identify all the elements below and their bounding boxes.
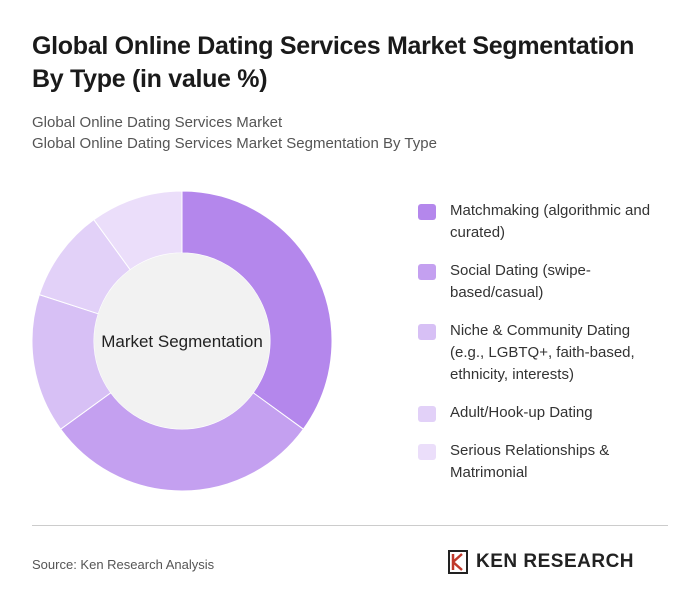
legend-swatch [418,264,436,280]
source: Source: Ken Research Analysis [32,557,215,572]
logo-text: KEN RESEARCH [476,551,635,572]
legend-swatch [418,204,436,220]
legend-label: Social Dating (swipe-based/casual) [450,262,591,301]
legend-item: Adult/Hook-up Dating [418,402,678,424]
divider [32,525,668,526]
legend-label: Serious Relationships & Matrimonial [450,442,610,481]
legend-item: Social Dating (swipe-based/casual) [418,260,678,304]
chart-title: Global Online Dating Services Market Seg… [32,32,635,93]
legend-item: Matchmaking (algorithmic and curated) [418,200,678,244]
legend-label: Matchmaking (algorithmic and curated) [450,202,651,241]
legend-item: Niche & Community Dating (e.g., LGBTQ+, … [418,320,678,386]
legend-label: Niche & Community Dating (e.g., LGBTQ+, … [450,322,635,383]
logo-icon [448,550,468,574]
legend-swatch [418,324,436,340]
subtitle: Global Online Dating Services Market [32,114,283,131]
legend-label: Adult/Hook-up Dating [450,404,593,421]
donut-center [94,253,270,429]
legend-item: Serious Relationships & Matrimonial [418,440,678,484]
legend: Matchmaking (algorithmic and curated) Soc… [418,200,678,500]
center-label: Market Segmentation [101,332,263,351]
legend-swatch [418,406,436,422]
subtitle: Global Online Dating Services Market Seg… [32,135,437,152]
legend-swatch [418,444,436,460]
logo: KEN RESEARCH [448,550,634,574]
donut-chart: Market Segmentation [31,190,333,492]
